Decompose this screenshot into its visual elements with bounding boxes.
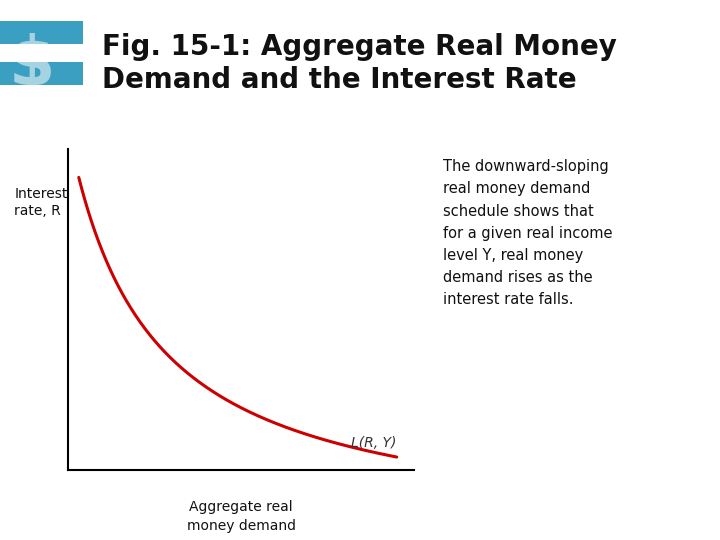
Text: $: $ (8, 33, 55, 99)
Bar (0, 21, 83, 44)
Bar (0, 62, 83, 85)
Text: L(R, Y): L(R, Y) (351, 436, 397, 450)
Text: Interest
rate, R: Interest rate, R (14, 187, 68, 218)
Text: The downward-sloping
real money demand
schedule shows that
for a given real inco: The downward-sloping real money demand s… (443, 159, 612, 307)
Text: Fig. 15-1: Aggregate Real Money
Demand and the Interest Rate: Fig. 15-1: Aggregate Real Money Demand a… (102, 32, 617, 94)
Text: 15-10: 15-10 (678, 517, 709, 528)
Text: Aggregate real
money demand: Aggregate real money demand (186, 500, 296, 533)
Text: Copyright ©2015 Pearson Education, Inc. All rights reserved.: Copyright ©2015 Pearson Education, Inc. … (11, 517, 351, 528)
